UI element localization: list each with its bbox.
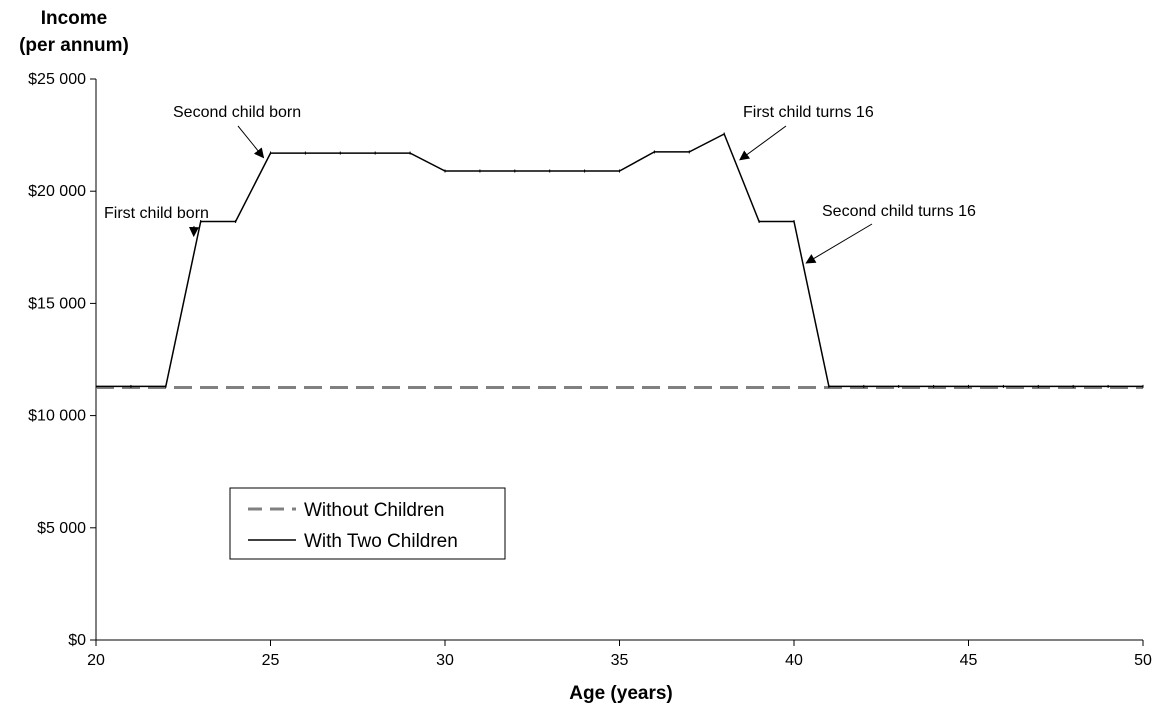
y-tick-label: $15 000 bbox=[28, 295, 86, 312]
x-tick-label: 50 bbox=[1134, 652, 1152, 669]
x-ticks: 20 25 30 35 40 45 50 bbox=[87, 640, 1152, 669]
legend-box bbox=[229, 487, 506, 560]
x-tick-label: 45 bbox=[960, 652, 978, 669]
x-tick-label: 30 bbox=[436, 652, 454, 669]
x-tick-label: 20 bbox=[87, 652, 105, 669]
y-ticks: $0 $5 000 $10 000 $15 000 $20 000 $25 000 bbox=[28, 71, 96, 649]
y-tick-label: $20 000 bbox=[28, 183, 86, 200]
annotation-label: First child born bbox=[104, 205, 209, 222]
y-axis-label-line2: (per annum) bbox=[19, 35, 129, 56]
series-lines bbox=[95, 132, 1144, 389]
y-tick-label: $10 000 bbox=[28, 408, 86, 425]
annotation-arrow bbox=[805, 223, 873, 264]
legend-label-without-children: Without Children bbox=[304, 500, 444, 521]
annotation-arrow bbox=[739, 125, 787, 161]
y-tick-label: $0 bbox=[68, 632, 86, 649]
annotations: First child born Second child born First c… bbox=[104, 104, 976, 264]
legend-label-with-two-children: With Two Children bbox=[304, 531, 458, 552]
y-axis-label-line1: Income bbox=[41, 8, 108, 29]
annotation-label: Second child turns 16 bbox=[822, 203, 976, 220]
x-tick-label: 25 bbox=[262, 652, 280, 669]
annotation-label: First child turns 16 bbox=[743, 104, 874, 121]
x-tick-label: 35 bbox=[611, 652, 629, 669]
annotation-arrow bbox=[237, 125, 265, 159]
legend: Without Children With Two Children bbox=[229, 487, 506, 560]
annotation-label: Second child born bbox=[173, 104, 301, 121]
x-axis-label: Age (years) bbox=[569, 683, 673, 704]
y-tick-label: $5 000 bbox=[37, 520, 86, 537]
y-tick-label: $25 000 bbox=[28, 71, 86, 88]
x-tick-label: 40 bbox=[785, 652, 803, 669]
